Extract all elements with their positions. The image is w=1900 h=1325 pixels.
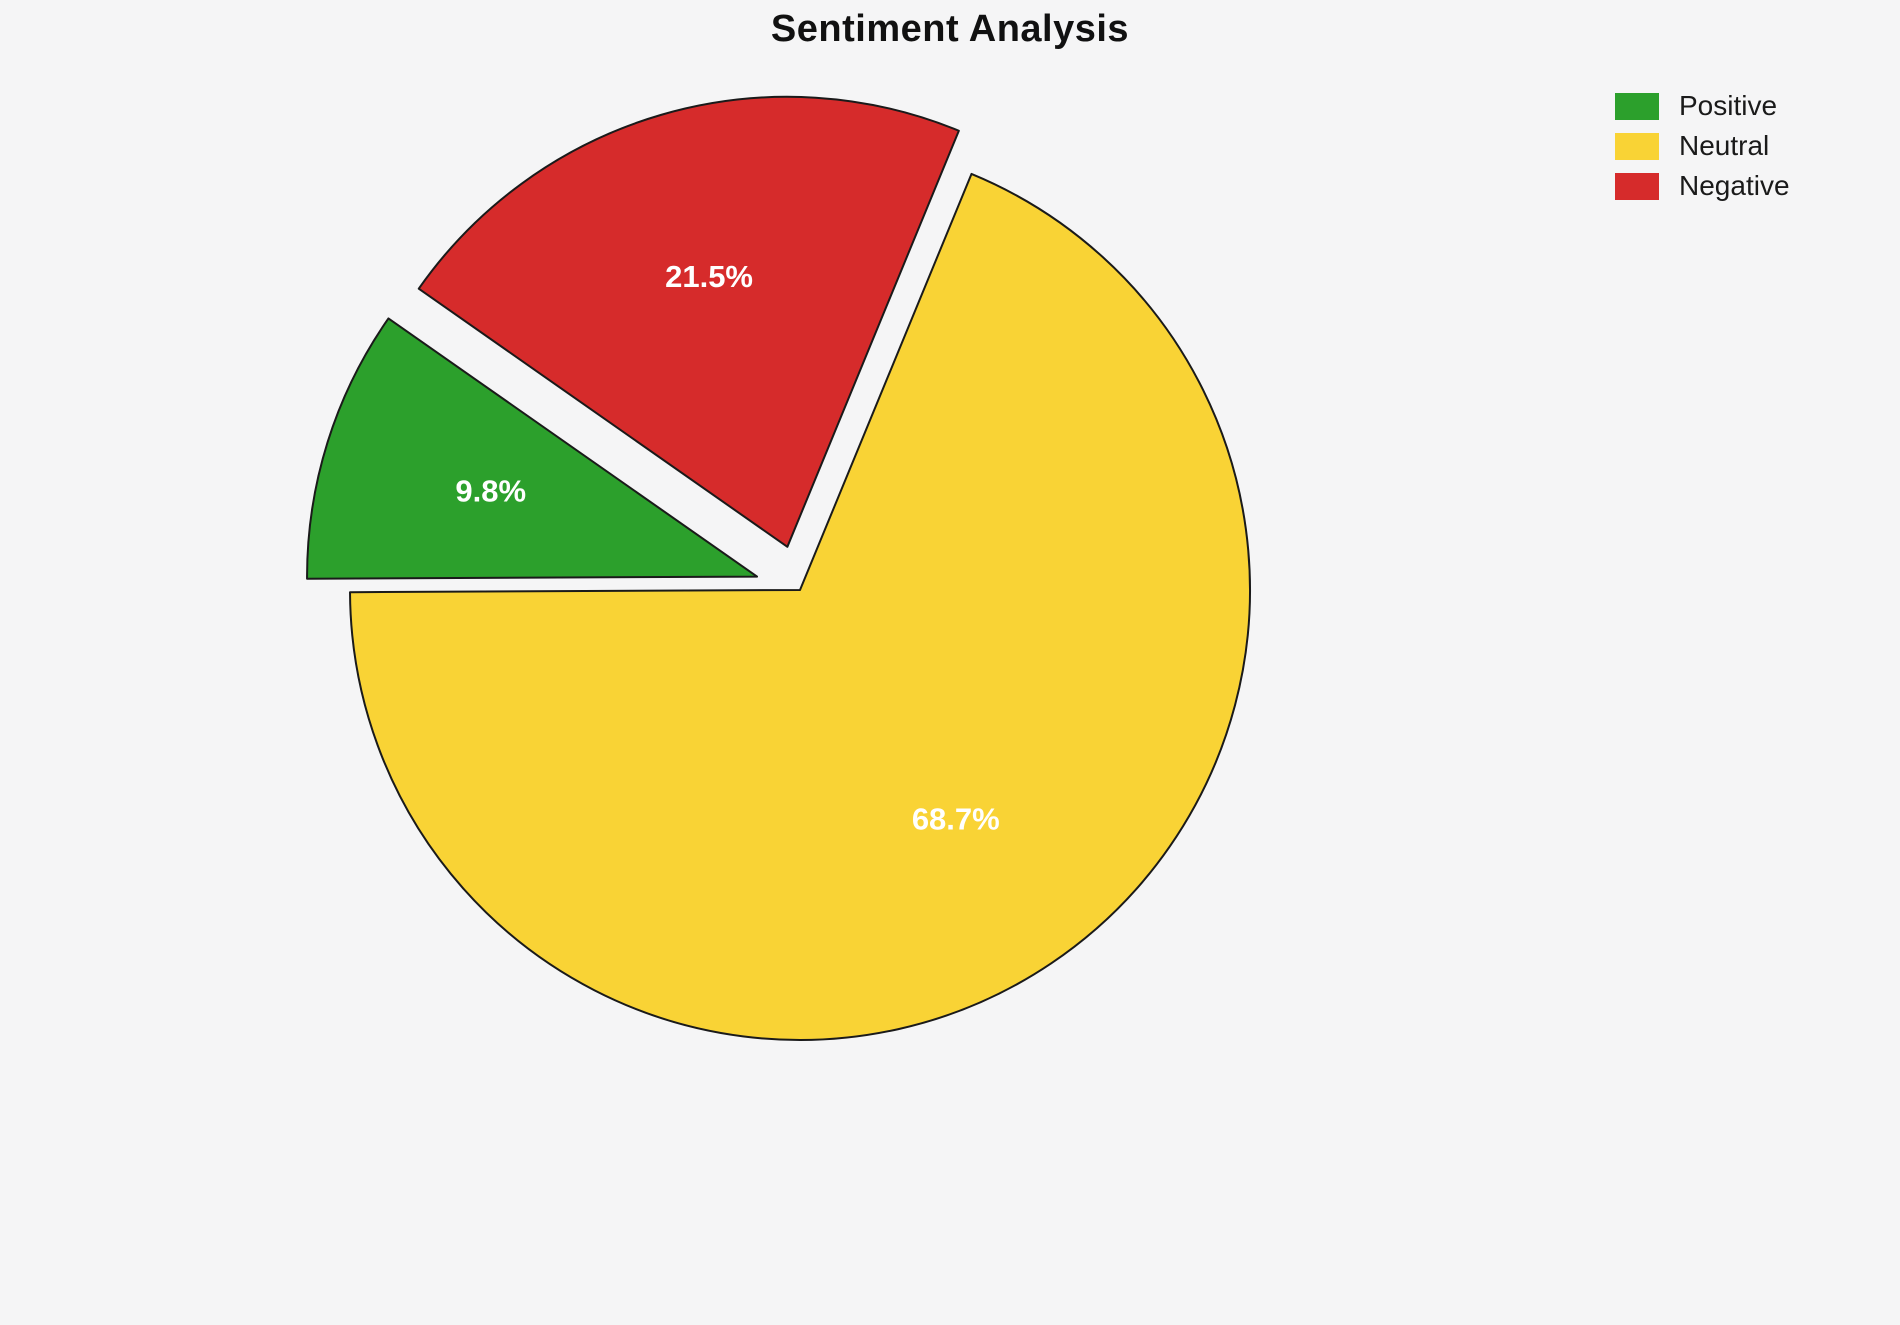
pie-slice-negative — [417, 95, 960, 548]
legend-label-neutral: Neutral — [1679, 130, 1770, 161]
legend: Positive Neutral Negative — [1615, 92, 1790, 200]
pie-slice-neutral — [349, 172, 1252, 1041]
legend-item-negative: Negative — [1615, 172, 1790, 200]
legend-item-positive: Positive — [1615, 92, 1790, 120]
pie-pct-label-neutral: 68.7% — [912, 802, 1000, 837]
legend-item-neutral: Neutral — [1615, 132, 1790, 160]
legend-label-negative: Negative — [1679, 170, 1790, 201]
pie-pct-label-positive: 9.8% — [455, 474, 526, 509]
legend-swatch-neutral — [1615, 132, 1659, 160]
legend-swatch-positive — [1615, 92, 1659, 120]
chart-title: Sentiment Analysis — [770, 8, 1130, 50]
pie-slice-positive — [306, 317, 759, 580]
pie-pct-label-negative: 21.5% — [665, 259, 753, 294]
legend-label-positive: Positive — [1679, 90, 1778, 121]
legend-swatch-negative — [1615, 172, 1659, 200]
